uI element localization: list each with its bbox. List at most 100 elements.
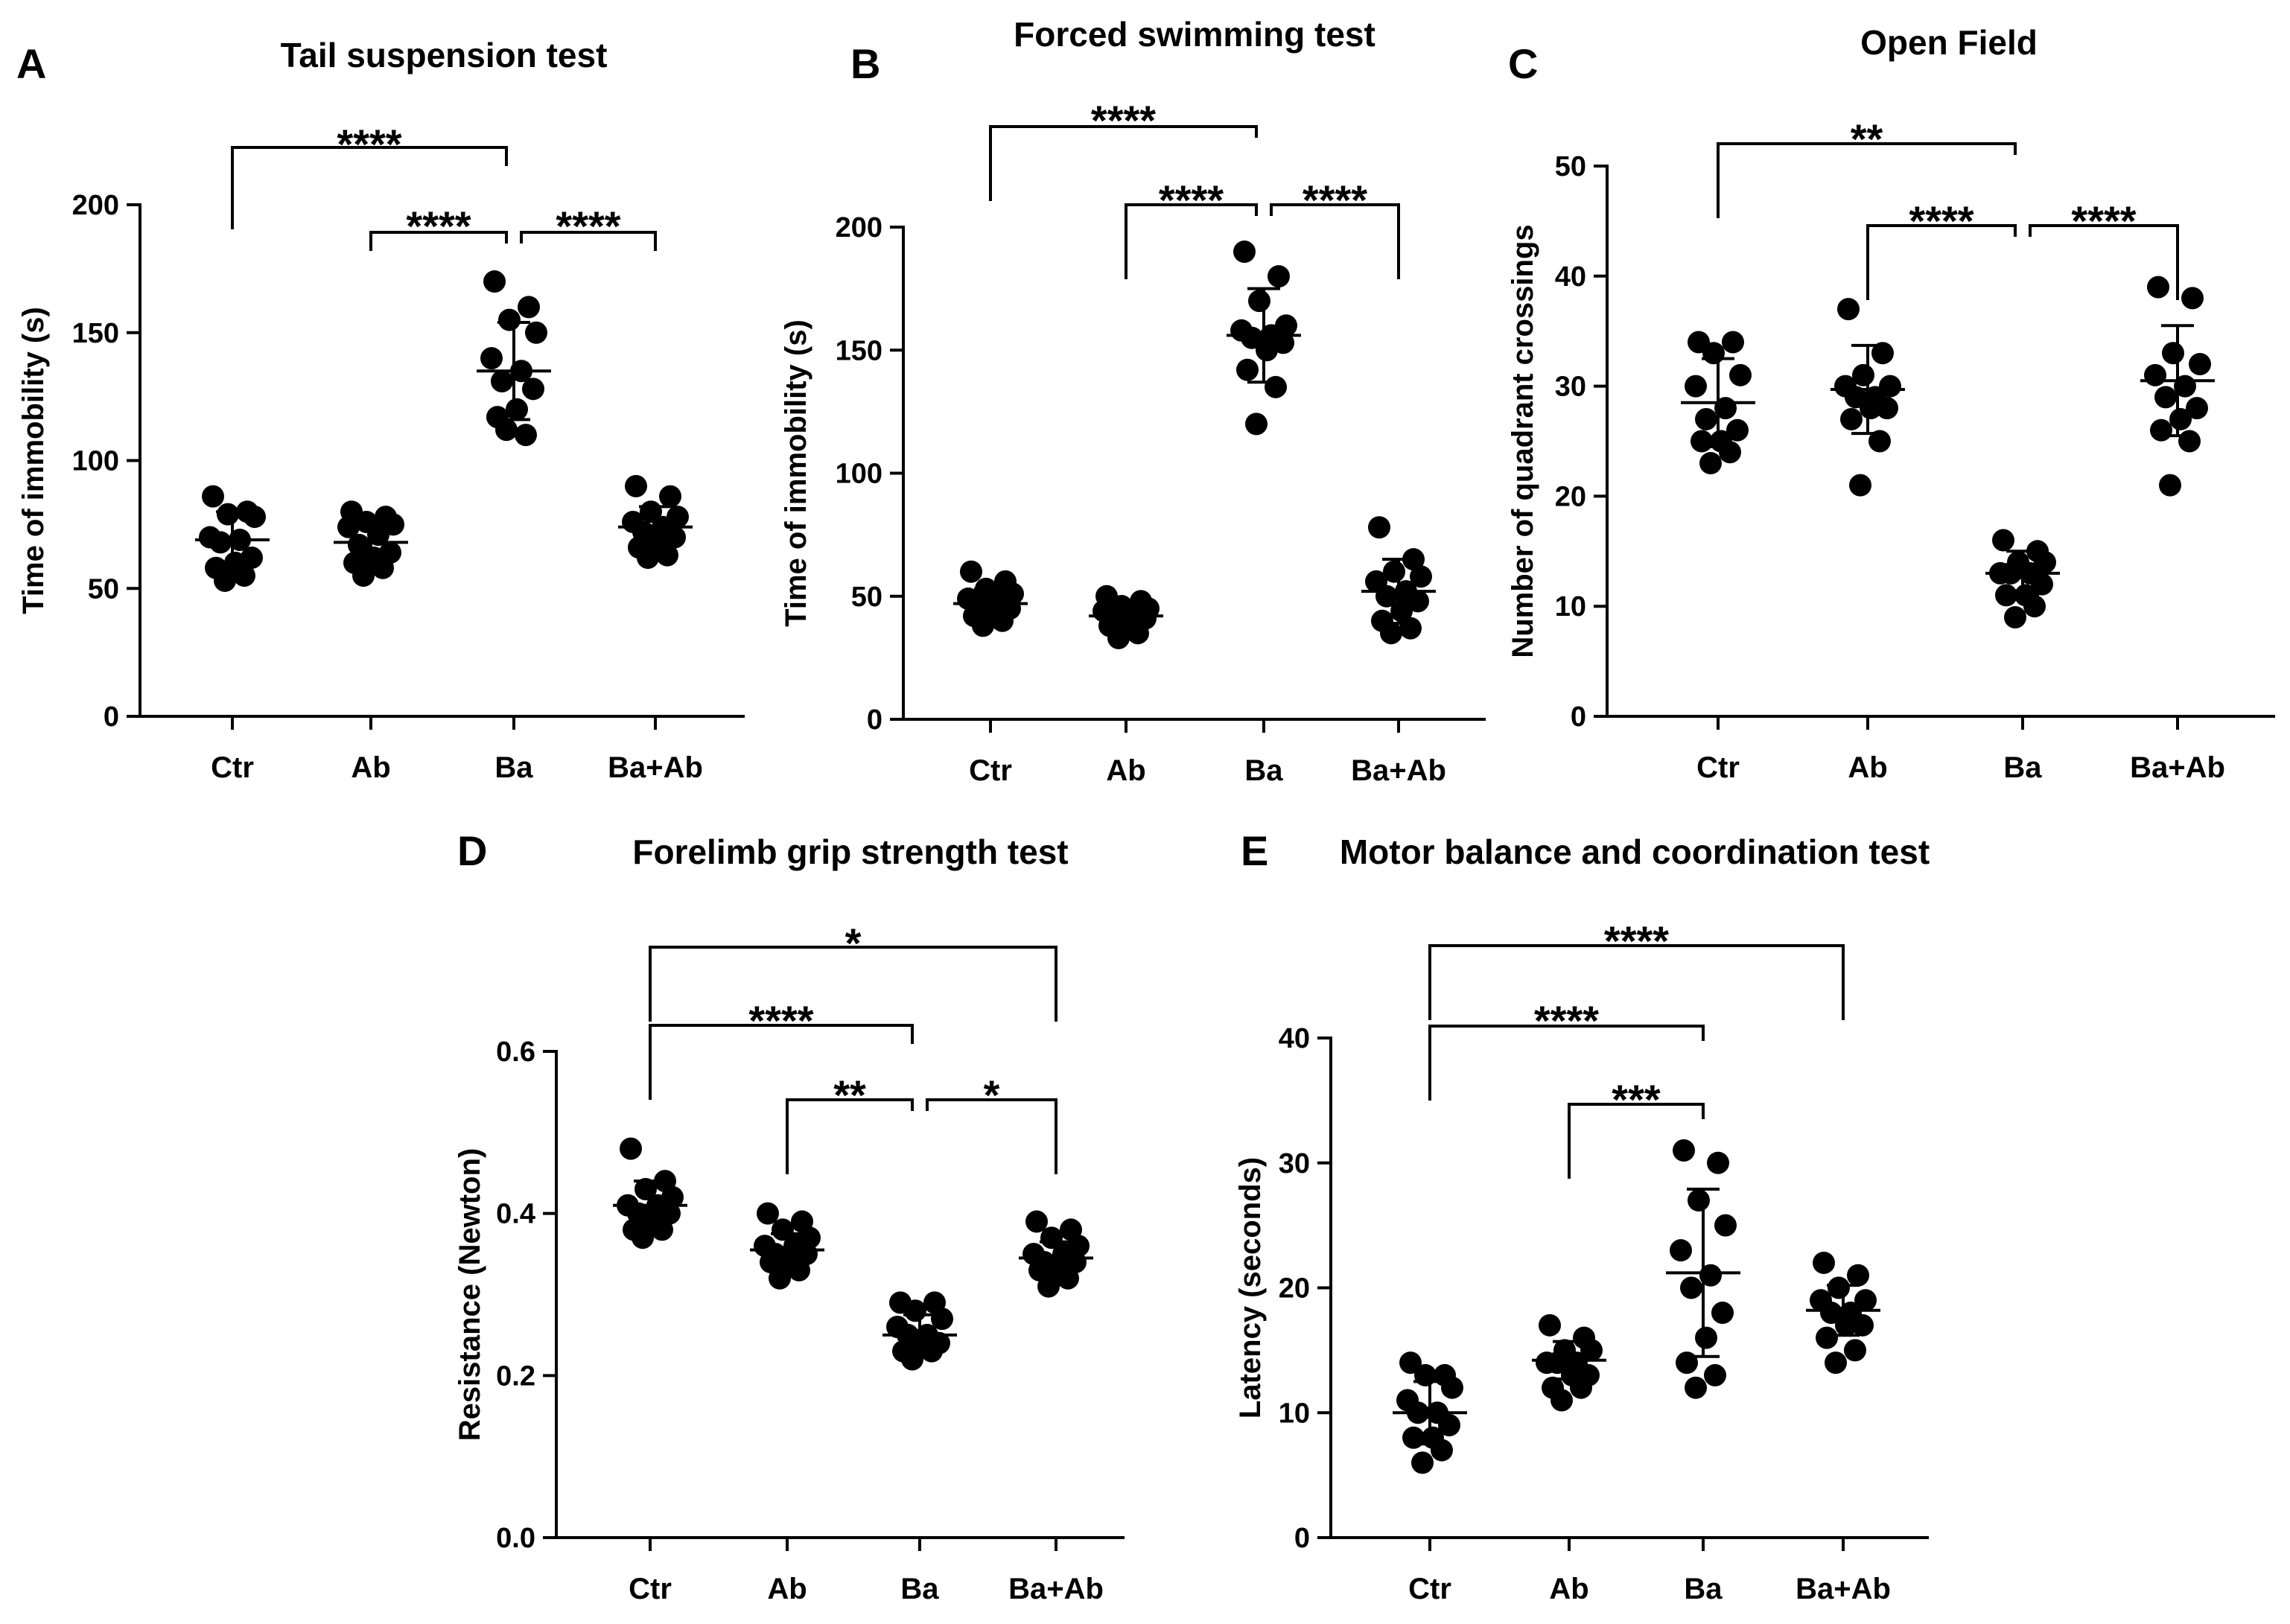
significance-label: **** [1159, 176, 1224, 223]
y-tick-label: 0 [867, 704, 882, 736]
data-point [1673, 1139, 1695, 1162]
x-tick-label: Ab [1549, 1573, 1588, 1605]
significance-bracket [786, 1098, 914, 1174]
data-point [2154, 386, 2177, 409]
data-point [1854, 1289, 1877, 1312]
panel-title: Open Field [1860, 23, 2038, 62]
data-point [1688, 1189, 1710, 1212]
significance-label: *** [1612, 1076, 1661, 1123]
data-point [202, 485, 224, 508]
x-tick-label: Ba [494, 751, 533, 784]
x-tick-label: Ab [767, 1573, 807, 1605]
data-point [1729, 363, 1752, 386]
data-point [1695, 407, 1717, 430]
data-point [1411, 1451, 1434, 1474]
y-tick-label: 50 [88, 573, 119, 605]
data-point [1816, 1326, 1838, 1349]
x-tick-label: Ba+Ab [1351, 754, 1446, 787]
y-axis-label: Time of immobility (s) [17, 307, 50, 614]
data-point [1399, 617, 1422, 640]
data-point [1680, 1276, 1702, 1299]
data-point [337, 515, 360, 538]
significance-bracket [1717, 142, 2017, 218]
data-point [1407, 590, 1429, 613]
significance-bracket [1125, 203, 1258, 279]
data-point [1860, 397, 1882, 420]
data-point [1546, 1351, 1568, 1375]
significance-label: ** [833, 1071, 866, 1118]
x-tick-label: Ctr [211, 751, 254, 784]
significance-label: **** [556, 203, 620, 249]
data-point [1236, 358, 1259, 381]
data-point [2169, 407, 2192, 430]
significance-bracket [649, 946, 1057, 1022]
data-point [931, 1308, 953, 1331]
panel-title: Tail suspension test [281, 36, 608, 74]
significance-label: **** [337, 121, 401, 168]
x-tick-label: Ctr [629, 1573, 672, 1605]
data-point [214, 569, 236, 592]
data-point [480, 347, 503, 370]
data-point [2159, 474, 2181, 497]
data-point [244, 506, 266, 529]
data-point [1851, 1313, 1874, 1337]
significance-bracket [1428, 944, 1845, 1020]
data-point [1714, 1214, 1737, 1237]
y-axis-label: Number of quadrant crossings [1507, 224, 1539, 657]
significance-label: **** [748, 997, 813, 1044]
data-point [2023, 595, 2046, 618]
data-point [352, 564, 375, 587]
y-tick-label: 150 [72, 318, 119, 349]
data-point [491, 370, 513, 393]
panel-letter: D [457, 827, 487, 874]
data-point [1057, 1267, 1079, 1290]
data-point [2150, 418, 2172, 442]
x-tick-label: Ab [1848, 751, 1887, 784]
data-point [1722, 331, 1744, 354]
y-tick-label: 0 [1294, 1523, 1310, 1554]
significance-label: **** [2071, 197, 2136, 244]
significance-bracket [926, 1098, 1057, 1174]
data-point [1876, 397, 1898, 420]
data-point [1707, 1151, 1729, 1174]
data-point [1025, 1210, 1048, 1233]
data-point [1676, 1351, 1698, 1375]
data-point [1702, 342, 1725, 365]
data-point [1813, 1251, 1835, 1274]
data-point [525, 321, 547, 344]
significance-bracket [1866, 224, 2017, 300]
y-tick-label: 10 [1555, 591, 1586, 622]
data-point [1241, 326, 1263, 349]
y-tick-label: 50 [851, 582, 882, 613]
data-point [972, 614, 994, 637]
data-point [1107, 626, 1130, 649]
data-point [1539, 1313, 1561, 1337]
data-point [1256, 339, 1278, 362]
data-point [2178, 430, 2201, 453]
data-point [1840, 407, 1863, 430]
data-point [372, 556, 394, 579]
data-point [1868, 430, 1891, 453]
data-point [2186, 397, 2208, 420]
panel-title: Motor balance and coordination test [1340, 832, 1930, 871]
panel-title: Forced swimming test [1014, 15, 1375, 54]
significance-label: **** [1604, 917, 1669, 964]
significance-label: * [984, 1071, 1000, 1118]
x-tick-label: Ctr [1408, 1573, 1451, 1605]
x-tick-label: Ba [1684, 1573, 1723, 1605]
panel-letter: C [1508, 40, 1538, 87]
data-point [1441, 1376, 1463, 1399]
significance-label: ** [1851, 115, 1883, 162]
data-point [1844, 1339, 1866, 1362]
data-point [1825, 1351, 1847, 1375]
data-point [960, 560, 982, 583]
data-point [769, 1267, 791, 1290]
data-point [1992, 529, 2014, 552]
data-point [217, 503, 239, 526]
x-tick-label: Ab [1106, 754, 1145, 787]
data-point [1835, 1313, 1857, 1337]
data-point [632, 1226, 654, 1249]
data-point [1670, 1239, 1692, 1262]
data-point [1837, 298, 1860, 321]
